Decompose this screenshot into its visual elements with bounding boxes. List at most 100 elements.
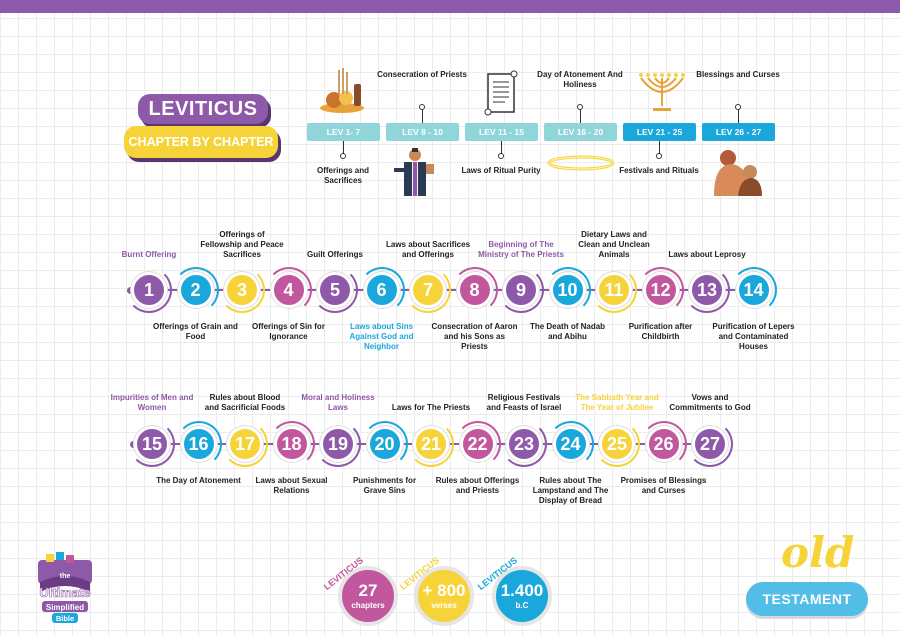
chapter-circle: 9	[503, 272, 539, 308]
chapter-label: Purification of Lepers and Contaminated …	[712, 322, 795, 351]
chapter-circle: 7	[410, 272, 446, 308]
timeline-segment: LEV 26 - 27	[702, 123, 775, 141]
chapter-label: Laws about Sins Against God and Neighbor	[349, 322, 414, 351]
stat-circle: + 800 verses	[414, 566, 474, 626]
chain-arc	[315, 421, 361, 467]
page-subtitle: CHAPTER BY CHAPTER	[124, 126, 278, 158]
offerings-icon	[316, 64, 372, 125]
timeline-connector	[738, 108, 739, 123]
menorah-icon	[637, 70, 687, 117]
chain-arc	[126, 267, 172, 313]
chapter-label: Promises of Blessings and Curses	[620, 476, 707, 495]
timeline-dot	[656, 153, 662, 159]
timeline-label: Blessings and Curses	[696, 70, 780, 79]
chapter-circle: 10	[549, 272, 586, 308]
timeline-label: Laws of Ritual Purity	[461, 166, 541, 175]
old-word: old	[781, 528, 855, 577]
timeline-dot	[577, 104, 583, 110]
stat-value: 27	[358, 581, 378, 600]
chapter-label: The Sabbath Year and The Year of Jubilee	[575, 393, 659, 412]
stat-circle: 1.400 b.C	[492, 566, 552, 626]
chapter-label: Vows and Commitments to God	[669, 393, 751, 412]
chain-arc	[405, 267, 451, 313]
chapter-circle: 1	[131, 272, 167, 308]
chain-arc	[265, 267, 312, 313]
chapter-label: Laws about Leprosy	[668, 250, 746, 259]
chain-arc	[268, 421, 315, 467]
timeline-connector	[659, 141, 660, 156]
timeline-dot	[419, 104, 425, 110]
chapter-circle: 15	[134, 426, 170, 462]
chain-arc	[730, 267, 777, 313]
timeline-connector	[501, 141, 502, 156]
chapter-circle: 20	[366, 426, 403, 462]
chapter-circle: 11	[596, 272, 632, 308]
timeline-label: Offerings and Sacrifices	[316, 166, 369, 185]
timeline-label: Festivals and Rituals	[619, 166, 699, 175]
chapter-label: Dietary Laws and Clean and Unclean Anima…	[578, 230, 650, 259]
timeline-dot	[498, 153, 504, 159]
chapter-circle: 27	[692, 426, 728, 462]
chapter-label: Offerings of Sin for Ignorance	[252, 322, 325, 341]
chapter-circle: 17	[227, 426, 263, 462]
timeline-dot	[735, 104, 741, 110]
chain-arc	[361, 421, 408, 467]
chapter-label: The Day of Atonement	[156, 476, 241, 485]
stat-unit: chapters	[351, 601, 385, 610]
chapter-label: Offerings of Fellowship and Peace Sacrif…	[200, 230, 284, 259]
logo-line-4: Bible	[56, 614, 74, 623]
page-title: LEVITICUS	[138, 94, 268, 124]
timeline-segment: LEV 11 - 15	[465, 123, 538, 141]
chain-arc	[637, 267, 684, 313]
chapter-label: Consecration of Aaron and his Sons as Pr…	[431, 322, 518, 351]
logo-line-2: Ultimate	[39, 585, 90, 600]
chapter-circle: 22	[459, 426, 496, 462]
timeline-segment: LEV 1- 7	[307, 123, 380, 141]
chain-arc	[219, 267, 265, 313]
top-bar	[0, 0, 900, 13]
chain-arc	[454, 421, 501, 467]
chapter-circle: 23	[506, 426, 542, 462]
timeline-dot	[340, 153, 346, 159]
chapter-circle: 18	[273, 426, 310, 462]
chapter-circle: 21	[413, 426, 449, 462]
chapter-label: Purification after Childbirth	[628, 322, 693, 341]
timeline-connector	[422, 108, 423, 123]
chapter-label: The Death of Nadab and Abihu	[529, 322, 606, 341]
chapter-label: Laws about Sexual Relations	[255, 476, 328, 495]
timeline-label: Day of Atonement And Holiness	[537, 70, 623, 89]
stat-value: 1.400	[500, 581, 544, 600]
timeline-connector	[580, 108, 581, 123]
timeline-segment: LEV 16 - 20	[544, 123, 617, 141]
chapter-circle: 8	[456, 272, 493, 308]
chapter-circle: 12	[642, 272, 679, 308]
stat-value: + 800	[422, 581, 466, 600]
chapter-label: Burnt Offering	[121, 250, 177, 259]
chapter-label: Religious Festivals and Feasts of Israel	[486, 393, 562, 412]
chapter-label: Guilt Offerings	[307, 250, 363, 259]
chain-arc	[172, 267, 219, 313]
chapter-circle: 3	[224, 272, 260, 308]
chapter-circle: 19	[320, 426, 356, 462]
stat-unit: b.C	[515, 601, 529, 610]
chapter-circle: 24	[552, 426, 589, 462]
chain-arc	[684, 267, 730, 313]
priest-icon	[392, 146, 438, 203]
chapter-label: Rules about Blood and Sacrificial Foods	[204, 393, 286, 412]
chain-arc	[591, 267, 637, 313]
chapter-circle: 4	[270, 272, 307, 308]
chapter-circle: 5	[317, 272, 353, 308]
stat-unit: verses	[431, 601, 457, 610]
logo-line-3: Simplified	[46, 603, 84, 612]
timeline-segment: LEV 21 - 25	[623, 123, 696, 141]
chain-arc	[498, 267, 544, 313]
chain-arc	[358, 267, 405, 313]
chapter-circle: 26	[645, 426, 682, 462]
timeline-connector	[343, 141, 344, 156]
chapter-circle: 25	[599, 426, 635, 462]
chain-arc	[687, 421, 733, 467]
chapter-circle: 2	[177, 272, 214, 308]
chapter-label: Beginning of The Ministry of The Priests	[478, 240, 564, 259]
chapter-circle: 16	[180, 426, 217, 462]
